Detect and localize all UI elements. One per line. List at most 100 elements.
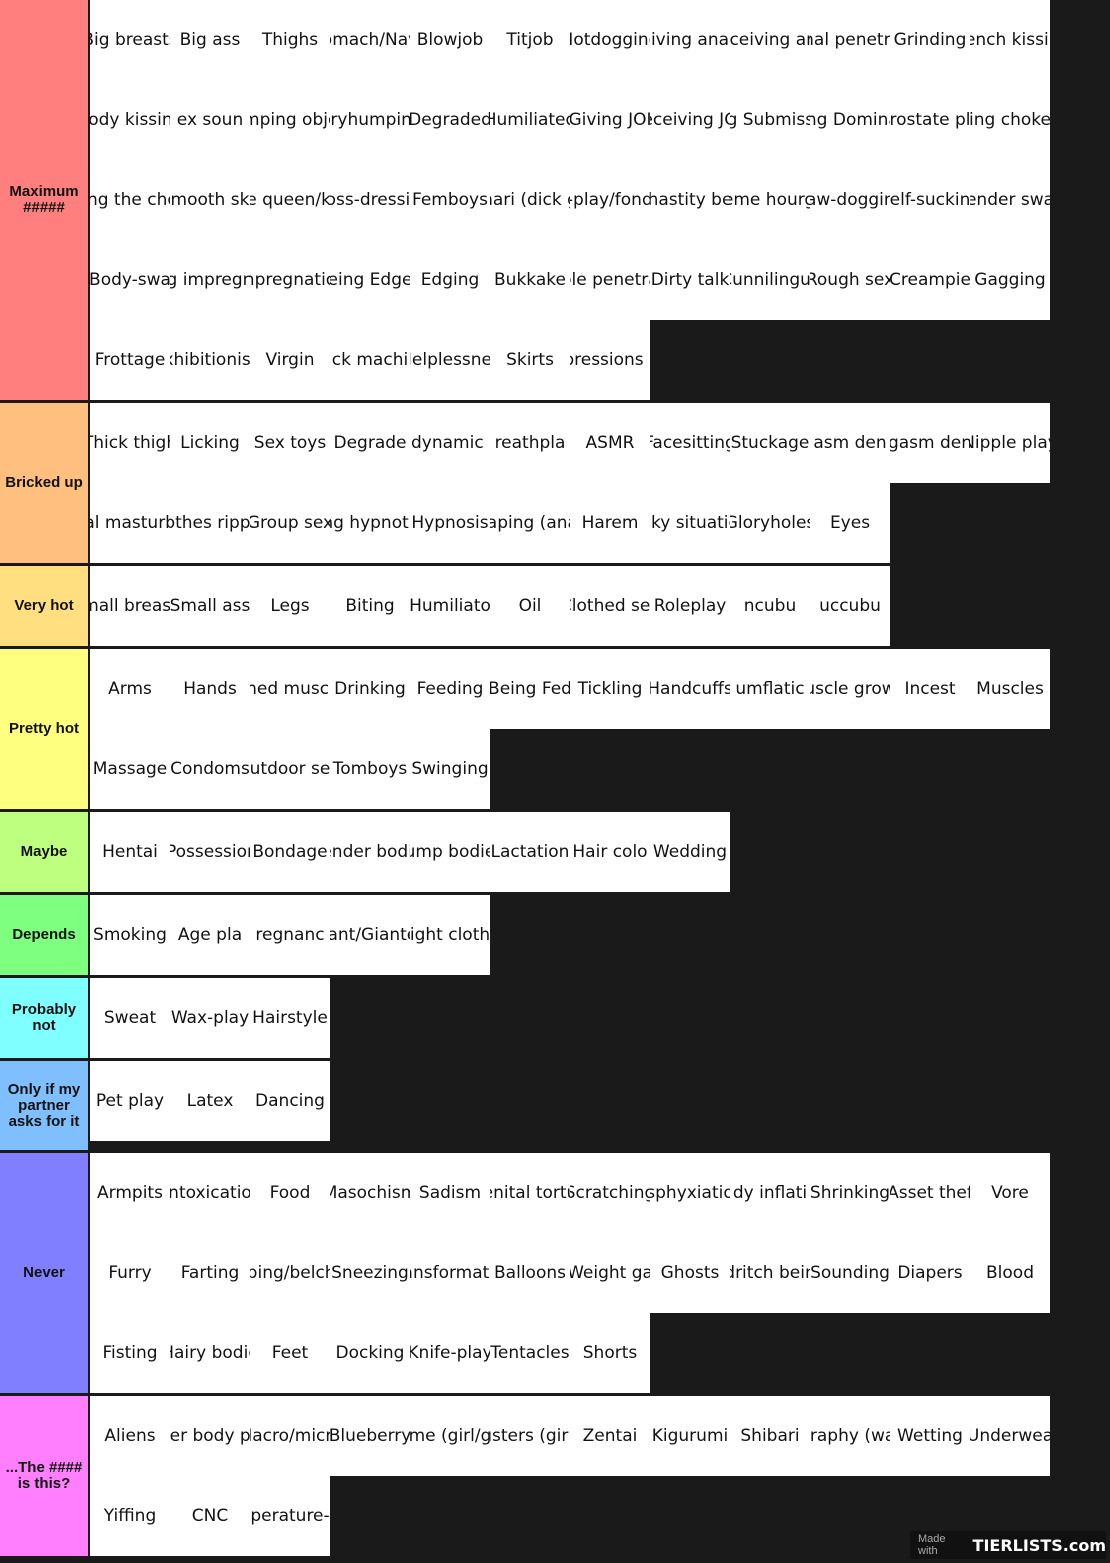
item-text: Masochism <box>330 1183 410 1203</box>
item-text: ing Domina <box>810 110 890 130</box>
tier-item: Furry <box>90 1233 170 1313</box>
item-text: Blood <box>986 1263 1034 1283</box>
item-text: Body kissing <box>90 110 170 130</box>
tier-item: Knife-play <box>410 1313 490 1393</box>
item-text: Aliens <box>104 1426 156 1446</box>
item-text: Being Fed <box>490 679 570 699</box>
tier-item: rostate pl <box>890 80 970 160</box>
tier-item: Vore <box>970 1153 1050 1233</box>
item-text: Tentacles <box>490 1343 570 1363</box>
tier-item: Dirty talk <box>650 240 730 320</box>
item-text: Ghosts <box>660 1263 720 1283</box>
item-text: Incest <box>904 679 956 699</box>
item-text: Humiliato <box>410 596 490 616</box>
tier-item: Clothed sex <box>570 566 650 646</box>
item-text: Feeding <box>416 679 484 699</box>
item-text: Weight ga <box>570 1263 650 1283</box>
item-text: Muscles <box>976 679 1044 699</box>
item-text: Armpits <box>97 1183 163 1203</box>
tier-item: ginal penetrati <box>810 0 890 80</box>
item-text: ck machi <box>331 350 409 370</box>
tier-item: Kigurumi <box>650 1396 730 1476</box>
tier-item: eing Edge <box>330 240 410 320</box>
item-text: Small ass <box>170 596 250 616</box>
tier-item: per body pa <box>170 1396 250 1476</box>
tier-item: Hypnosis <box>410 483 490 563</box>
item-text: ze queen/kir <box>250 190 330 210</box>
item-text: Helplessnes <box>410 350 490 370</box>
item-text: Frottage <box>94 350 166 370</box>
tier-item: Legs <box>250 566 330 646</box>
item-text: reathpla <box>494 433 566 453</box>
watermark: Made with TIERLISTS.com <box>910 1531 1106 1559</box>
tier-row: Maximum #####Big breasts Big ass Thighs oma… <box>0 0 1110 400</box>
item-text: iving ana <box>650 30 730 50</box>
tier-item: Big ass <box>170 0 250 80</box>
item-text: sky situatic <box>650 513 730 533</box>
tier-item: Femboys <box>410 160 490 240</box>
tier-item: ck machi <box>330 320 410 400</box>
item-text: eceiving JO <box>650 110 730 130</box>
item-text: Underwea <box>970 1426 1050 1446</box>
tier-item: all-play/fondlin <box>570 160 650 240</box>
tier-item: Blueberry <box>330 1396 410 1476</box>
tier-row: Pretty hot Arms Hands oned muscleDrinking Fe… <box>0 649 1110 809</box>
tier-item: ze queen/kir <box>250 160 330 240</box>
item-text: ump bodie <box>410 842 490 862</box>
tier-item: Roleplay <box>650 566 730 646</box>
tier-item: Thick thigh <box>90 403 170 483</box>
tier-item: Aliens <box>90 1396 170 1476</box>
item-text: npregnatio <box>250 270 330 290</box>
tier-item: lender bodie <box>330 812 410 892</box>
tier-item: g impregn <box>170 240 250 320</box>
item-text: Sweat <box>103 1008 157 1028</box>
item-text: Titjob <box>506 30 554 50</box>
item-text: Stuckage <box>730 433 810 453</box>
item-text: Humiliated <box>490 110 570 130</box>
tier-item: Fisting <box>90 1313 170 1393</box>
tier-item: treme hourgla <box>730 160 810 240</box>
tier-item: sky situatic <box>650 483 730 563</box>
tier-item: reathpla <box>490 403 570 483</box>
tier-row: Only if my partner asks for it Pet play La… <box>0 1061 1110 1150</box>
item-text: Arms <box>108 679 152 699</box>
item-text: Scratching <box>570 1183 650 1203</box>
item-text: Skirts <box>506 350 554 370</box>
item-text: mall breast <box>90 596 170 616</box>
tier-item: Stuckage <box>730 403 810 483</box>
item-text: Zentai <box>582 1426 638 1446</box>
tier-item: Raw-dogging <box>810 160 890 240</box>
item-text: Feet <box>271 1343 309 1363</box>
tier-item: Bondage <box>250 812 330 892</box>
tier-item: Big breasts <box>90 0 170 80</box>
item-text: uccubu <box>819 596 881 616</box>
item-text: Bondage <box>252 842 328 862</box>
item-text: Tickling <box>577 679 643 699</box>
tier-item: Massage <box>90 729 170 809</box>
tier-item: eight clothe <box>410 895 490 975</box>
tier-item: me (girl/g <box>410 1396 490 1476</box>
tier-label: Pretty hot <box>0 649 88 809</box>
item-text: Bukkake <box>494 270 566 290</box>
item-text: Facesitting <box>650 433 730 453</box>
tier-row: Bricked upThick thigh Licking Sex toys Degr… <box>0 403 1110 563</box>
item-text: Body-swa <box>90 270 170 290</box>
tier-label: Probably not <box>0 978 88 1058</box>
tier-item: mall breast <box>90 566 170 646</box>
tier-item: Masochism <box>330 1153 410 1233</box>
item-text: Hairy bodie <box>170 1343 250 1363</box>
tier-item: ntoxicatio <box>170 1153 250 1233</box>
item-text: uble penetrati <box>570 270 650 290</box>
tier-item: Ghosts <box>650 1233 730 1313</box>
tier-item: rping/belchi <box>250 1233 330 1313</box>
item-text: expressions (ah <box>570 350 650 370</box>
item-text: Wax-play <box>170 1008 250 1028</box>
item-text: ing the cho <box>90 190 170 210</box>
item-text: Dancing <box>255 1091 325 1111</box>
tier-item: er dynamic sw <box>410 403 490 483</box>
item-text: Wetting <box>897 1426 963 1446</box>
tier-item: Hotdogging <box>570 0 650 80</box>
item-text: Receiving anal <box>730 30 810 50</box>
tier-label: ...The #### is this? <box>0 1396 88 1556</box>
item-text: Sadism <box>418 1183 482 1203</box>
